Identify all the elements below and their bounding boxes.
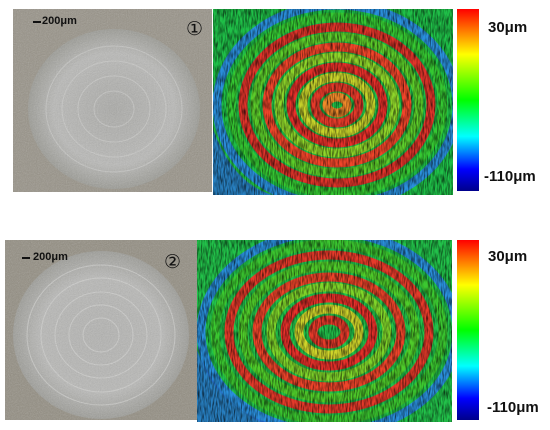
micrograph-sample-2 xyxy=(5,240,197,420)
colorbar-max-label: 30μm xyxy=(488,248,528,265)
colorbar-max-label: 30μm xyxy=(488,19,528,36)
colorbar-sample-1 xyxy=(457,9,479,191)
micrograph-sample-1 xyxy=(13,9,212,192)
colorbar-min-label: -110μm xyxy=(487,399,539,416)
scale-bar-label: 200μm xyxy=(42,15,77,27)
colorbar-min-label: -110μm xyxy=(484,168,536,185)
surface-topography-3d-sample-1 xyxy=(213,9,453,195)
surface-topography-3d-sample-2 xyxy=(197,240,452,422)
scale-bar xyxy=(22,257,30,259)
colorbar-sample-2 xyxy=(457,240,479,420)
scale-bar xyxy=(33,21,41,23)
sample-number-label: ① xyxy=(186,18,204,40)
sample-number-label: ② xyxy=(164,251,182,273)
scale-bar-label: 200μm xyxy=(33,251,68,263)
